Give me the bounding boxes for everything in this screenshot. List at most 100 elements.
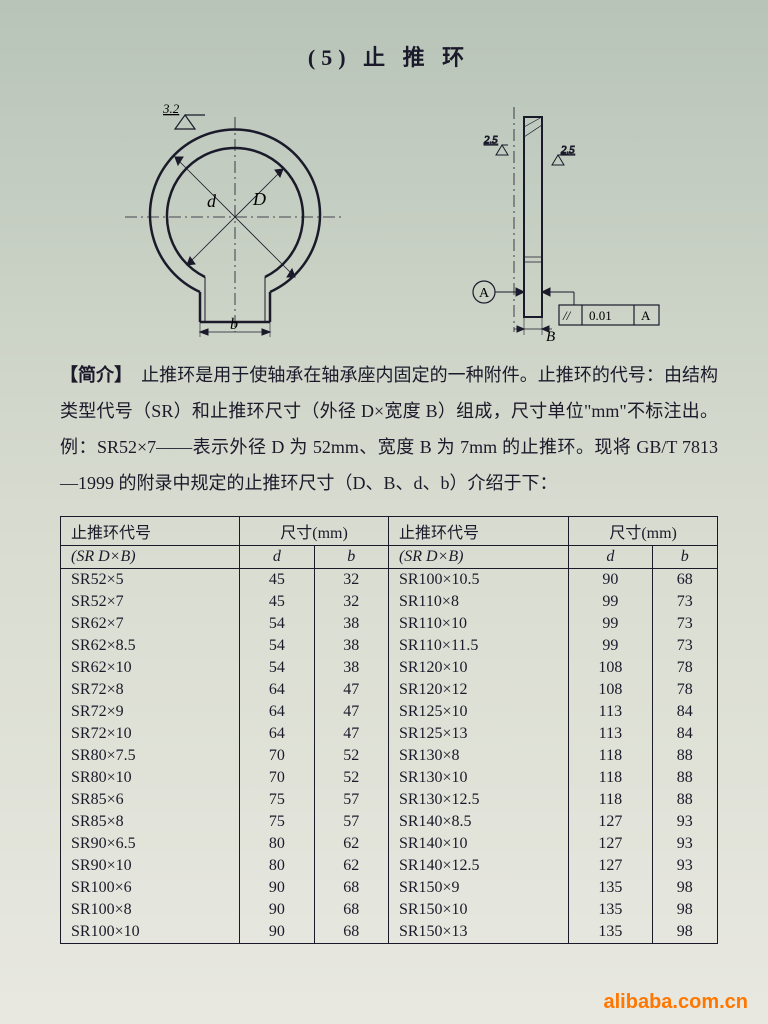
th-dim-top-r: 尺寸(mm) (569, 517, 718, 546)
table-cell: 54 (240, 657, 314, 679)
table-cell: SR80×7.5 (61, 745, 240, 767)
table-cell: 75 (240, 811, 314, 833)
diagram-area: 3.2 D d b 2.5 (60, 92, 718, 342)
front-view-diagram: 3.2 D d b (105, 97, 365, 337)
table-cell: 93 (652, 811, 717, 833)
th-d-r: d (569, 546, 652, 569)
table-cell: 38 (314, 613, 388, 635)
table-cell: 118 (569, 767, 652, 789)
table-cell: 54 (240, 635, 314, 657)
table-cell: 73 (652, 591, 717, 613)
table-cell: SR90×6.5 (61, 833, 240, 855)
table-cell: SR140×8.5 (388, 811, 568, 833)
table-cell: 98 (652, 877, 717, 899)
table-cell: 45 (240, 569, 314, 592)
surface-value: 3.2 (162, 101, 180, 116)
table-cell: 62 (314, 855, 388, 877)
table-cell: 90 (240, 921, 314, 944)
th-code-top-l: 止推环代号 (61, 517, 240, 546)
table-cell: 78 (652, 657, 717, 679)
side-surface-right: 2.5 (561, 144, 575, 156)
table-cell: 90 (569, 569, 652, 592)
table-cell: 93 (652, 833, 717, 855)
table-cell: 32 (314, 569, 388, 592)
table-cell: SR150×13 (388, 921, 568, 944)
intro-text: 止推环是用于使轴承在轴承座内固定的一种附件。止推环的代号：由结构类型代号（SR）… (60, 365, 718, 493)
th-code-top-r: 止推环代号 (388, 517, 568, 546)
table-cell: 127 (569, 811, 652, 833)
table-cell: 98 (652, 921, 717, 944)
dimension-table: 止推环代号 尺寸(mm) 止推环代号 尺寸(mm) (SR D×B) d b (… (60, 516, 718, 944)
table-cell: SR52×7 (61, 591, 240, 613)
table-cell: 54 (240, 613, 314, 635)
table-cell: SR72×10 (61, 723, 240, 745)
table-cell: 32 (314, 591, 388, 613)
table-cell: SR150×9 (388, 877, 568, 899)
table-cell: SR125×10 (388, 701, 568, 723)
page-title: (5) 止 推 环 (60, 40, 718, 72)
dim-b-label: b (230, 316, 238, 333)
table-cell: SR130×12.5 (388, 789, 568, 811)
th-code-bot-r: (SR D×B) (388, 546, 568, 569)
th-b-l: b (314, 546, 388, 569)
table-cell: 80 (240, 833, 314, 855)
table-cell: SR62×7 (61, 613, 240, 635)
table-cell: SR130×8 (388, 745, 568, 767)
table-cell: 45 (240, 591, 314, 613)
table-cell: SR110×8 (388, 591, 568, 613)
table-cell: SR120×10 (388, 657, 568, 679)
table-cell: 99 (569, 635, 652, 657)
th-dim-top-l: 尺寸(mm) (240, 517, 389, 546)
table-cell: SR100×8 (61, 899, 240, 921)
table-cell: 84 (652, 701, 717, 723)
table-cell: 38 (314, 657, 388, 679)
table-cell: SR62×10 (61, 657, 240, 679)
table-cell: 135 (569, 899, 652, 921)
table-cell: SR125×13 (388, 723, 568, 745)
table-cell: 113 (569, 723, 652, 745)
th-b-r: b (652, 546, 717, 569)
table-cell: 68 (314, 877, 388, 899)
table-cell: 135 (569, 921, 652, 944)
table-cell: 64 (240, 723, 314, 745)
table-cell: 84 (652, 723, 717, 745)
table-cell: 118 (569, 745, 652, 767)
table-cell: SR110×10 (388, 613, 568, 635)
table-cell: 57 (314, 811, 388, 833)
tol-val: 0.01 (589, 308, 612, 323)
table-cell: 68 (314, 921, 388, 944)
table-cell: 78 (652, 679, 717, 701)
table-cell: 108 (569, 679, 652, 701)
side-view-diagram: 2.5 2.5 (454, 97, 674, 337)
table-cell: 90 (240, 899, 314, 921)
table-cell: SR100×6 (61, 877, 240, 899)
table-cell: SR72×8 (61, 679, 240, 701)
table-cell: 93 (652, 855, 717, 877)
table-cell: 57 (314, 789, 388, 811)
tol-sym: // (562, 308, 572, 323)
table-cell: 80 (240, 855, 314, 877)
table-cell: 52 (314, 767, 388, 789)
table-cell: SR120×12 (388, 679, 568, 701)
th-d-l: d (240, 546, 314, 569)
table-cell: SR80×10 (61, 767, 240, 789)
table-cell: 99 (569, 591, 652, 613)
table-cell: 73 (652, 613, 717, 635)
table-cell: SR140×12.5 (388, 855, 568, 877)
table-cell: 98 (652, 899, 717, 921)
table-cell: SR150×10 (388, 899, 568, 921)
table-cell: 108 (569, 657, 652, 679)
table-cell: 88 (652, 767, 717, 789)
table-cell: 127 (569, 855, 652, 877)
table-cell: 90 (240, 877, 314, 899)
table-cell: 113 (569, 701, 652, 723)
table-cell: SR130×10 (388, 767, 568, 789)
dim-D-label: D (252, 189, 266, 209)
table-cell: 47 (314, 679, 388, 701)
table-cell: SR140×10 (388, 833, 568, 855)
side-surface-left: 2.5 (484, 134, 498, 146)
table-cell: 88 (652, 745, 717, 767)
table-cell: 73 (652, 635, 717, 657)
table-cell: SR85×8 (61, 811, 240, 833)
table-cell: 68 (652, 569, 717, 592)
